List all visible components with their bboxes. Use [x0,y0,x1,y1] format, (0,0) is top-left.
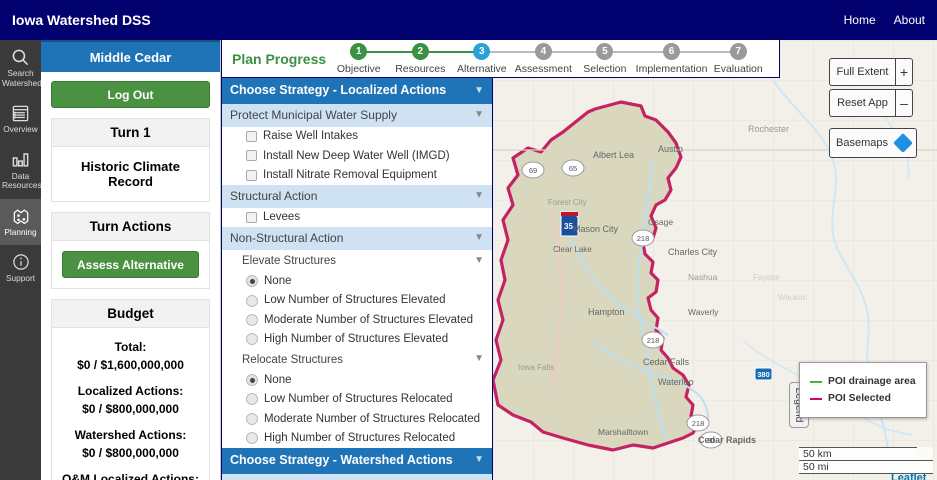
svg-text:Marshalltown: Marshalltown [598,427,648,437]
svg-text:Fayette: Fayette [753,273,780,282]
svg-text:65: 65 [569,164,577,173]
svg-text:380: 380 [757,370,770,379]
svg-text:218: 218 [647,336,660,345]
svg-text:Mason City: Mason City [573,224,619,234]
svg-text:Waverly: Waverly [688,307,719,317]
svg-text:Rochester: Rochester [748,124,789,134]
svg-text:Albert Lea: Albert Lea [593,150,634,160]
svg-text:Iowa Falls: Iowa Falls [518,363,554,372]
svg-text:69: 69 [529,166,537,175]
svg-text:Waukon: Waukon [778,293,807,302]
svg-text:218: 218 [637,234,650,243]
svg-text:Clear Lake: Clear Lake [553,245,592,254]
svg-text:Nashua: Nashua [688,272,718,282]
svg-text:Austin: Austin [658,144,683,154]
svg-text:Cedar Falls: Cedar Falls [643,357,690,367]
svg-text:218: 218 [692,419,705,428]
svg-text:Waterloo: Waterloo [658,377,694,387]
svg-text:Hampton: Hampton [588,307,625,317]
svg-text:Charles City: Charles City [668,247,718,257]
svg-text:Forest City: Forest City [548,198,587,207]
svg-text:Osage: Osage [648,217,673,227]
svg-text:Cedar Rapids: Cedar Rapids [698,435,756,445]
